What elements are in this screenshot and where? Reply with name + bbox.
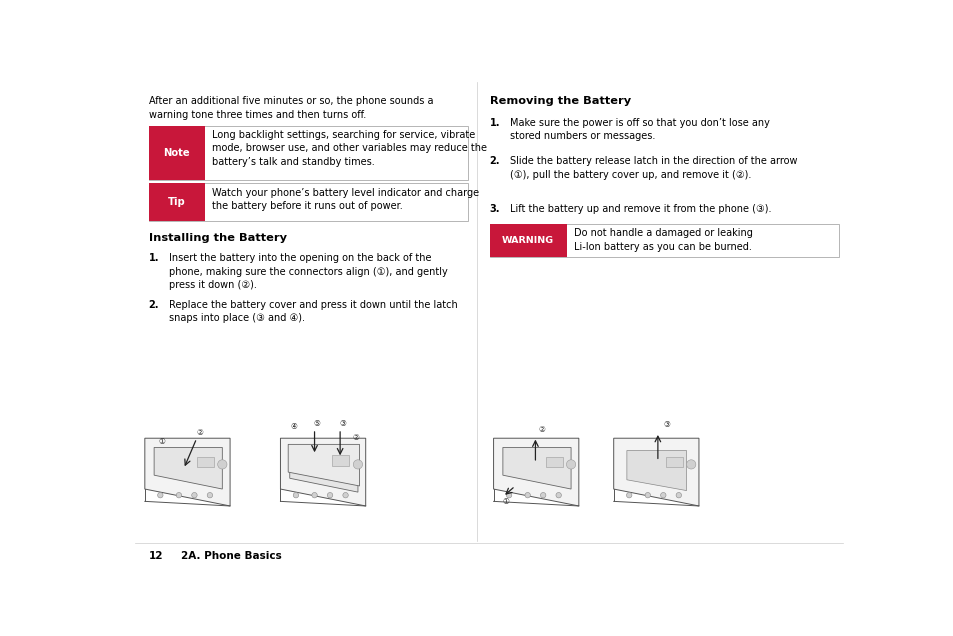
Circle shape: [217, 460, 227, 469]
Circle shape: [644, 492, 650, 498]
Text: Replace the battery cover and press it down until the latch
snaps into place (③ : Replace the battery cover and press it d…: [169, 300, 457, 323]
Text: ⑤: ⑤: [314, 419, 320, 428]
Circle shape: [676, 492, 680, 498]
Text: Note: Note: [163, 148, 190, 158]
Polygon shape: [502, 448, 571, 489]
Text: ①: ①: [158, 438, 165, 446]
Text: ③: ③: [662, 420, 669, 429]
Circle shape: [686, 460, 695, 469]
Circle shape: [659, 492, 665, 498]
Text: ④: ④: [290, 422, 296, 431]
Text: 2.: 2.: [489, 156, 499, 167]
Circle shape: [626, 492, 631, 498]
Circle shape: [566, 460, 575, 469]
FancyBboxPatch shape: [489, 224, 839, 256]
Text: Make sure the power is off so that you don’t lose any
stored numbers or messages: Make sure the power is off so that you d…: [509, 118, 769, 141]
Polygon shape: [626, 450, 686, 490]
Text: ②: ②: [537, 425, 545, 434]
Circle shape: [506, 492, 511, 498]
Polygon shape: [280, 438, 365, 506]
Polygon shape: [290, 450, 357, 492]
Text: Do not handle a damaged or leaking
Li-Ion battery as you can be burned.: Do not handle a damaged or leaking Li-Io…: [573, 228, 752, 252]
Text: 1.: 1.: [149, 253, 159, 263]
Text: 3.: 3.: [489, 204, 499, 214]
Text: Installing the Battery: Installing the Battery: [149, 233, 287, 244]
Text: 2.: 2.: [149, 300, 159, 310]
Text: Removing the Battery: Removing the Battery: [489, 96, 630, 106]
Text: ③: ③: [338, 419, 346, 428]
Text: 2A. Phone Basics: 2A. Phone Basics: [181, 551, 282, 561]
Circle shape: [327, 492, 333, 498]
Text: Long backlight settings, searching for service, vibrate
mode, browser use, and o: Long backlight settings, searching for s…: [212, 130, 486, 167]
FancyBboxPatch shape: [489, 224, 566, 256]
Circle shape: [353, 460, 362, 469]
FancyBboxPatch shape: [332, 455, 349, 466]
Circle shape: [342, 492, 348, 498]
Text: After an additional five minutes or so, the phone sounds a
warning tone three ti: After an additional five minutes or so, …: [149, 96, 433, 120]
Circle shape: [293, 492, 298, 498]
Text: 12: 12: [149, 551, 163, 561]
Text: Insert the battery into the opening on the back of the
phone, making sure the co: Insert the battery into the opening on t…: [169, 253, 447, 290]
Circle shape: [524, 492, 530, 498]
Polygon shape: [145, 438, 230, 506]
Circle shape: [207, 492, 213, 498]
FancyBboxPatch shape: [665, 457, 682, 467]
Text: Lift the battery up and remove it from the phone (③).: Lift the battery up and remove it from t…: [509, 204, 771, 214]
Circle shape: [157, 492, 163, 498]
Text: Tip: Tip: [168, 197, 185, 207]
Text: Watch your phone’s battery level indicator and charge
the battery before it runs: Watch your phone’s battery level indicat…: [212, 188, 478, 211]
Circle shape: [192, 492, 197, 498]
FancyBboxPatch shape: [149, 125, 204, 179]
Text: WARNING: WARNING: [501, 236, 554, 245]
FancyBboxPatch shape: [149, 183, 204, 221]
FancyBboxPatch shape: [545, 457, 562, 467]
Text: ②: ②: [196, 428, 203, 437]
Text: Slide the battery release latch in the direction of the arrow
(①), pull the batt: Slide the battery release latch in the d…: [509, 156, 797, 180]
Circle shape: [556, 492, 560, 498]
Text: 1.: 1.: [489, 118, 499, 128]
Circle shape: [312, 492, 317, 498]
FancyBboxPatch shape: [149, 183, 468, 221]
Polygon shape: [493, 438, 578, 506]
FancyBboxPatch shape: [149, 125, 468, 179]
Polygon shape: [288, 445, 359, 486]
FancyBboxPatch shape: [196, 457, 213, 467]
Circle shape: [176, 492, 181, 498]
Polygon shape: [613, 438, 699, 506]
Text: ②: ②: [352, 432, 358, 442]
Circle shape: [540, 492, 545, 498]
Polygon shape: [154, 448, 222, 489]
Text: ①: ①: [502, 497, 509, 506]
